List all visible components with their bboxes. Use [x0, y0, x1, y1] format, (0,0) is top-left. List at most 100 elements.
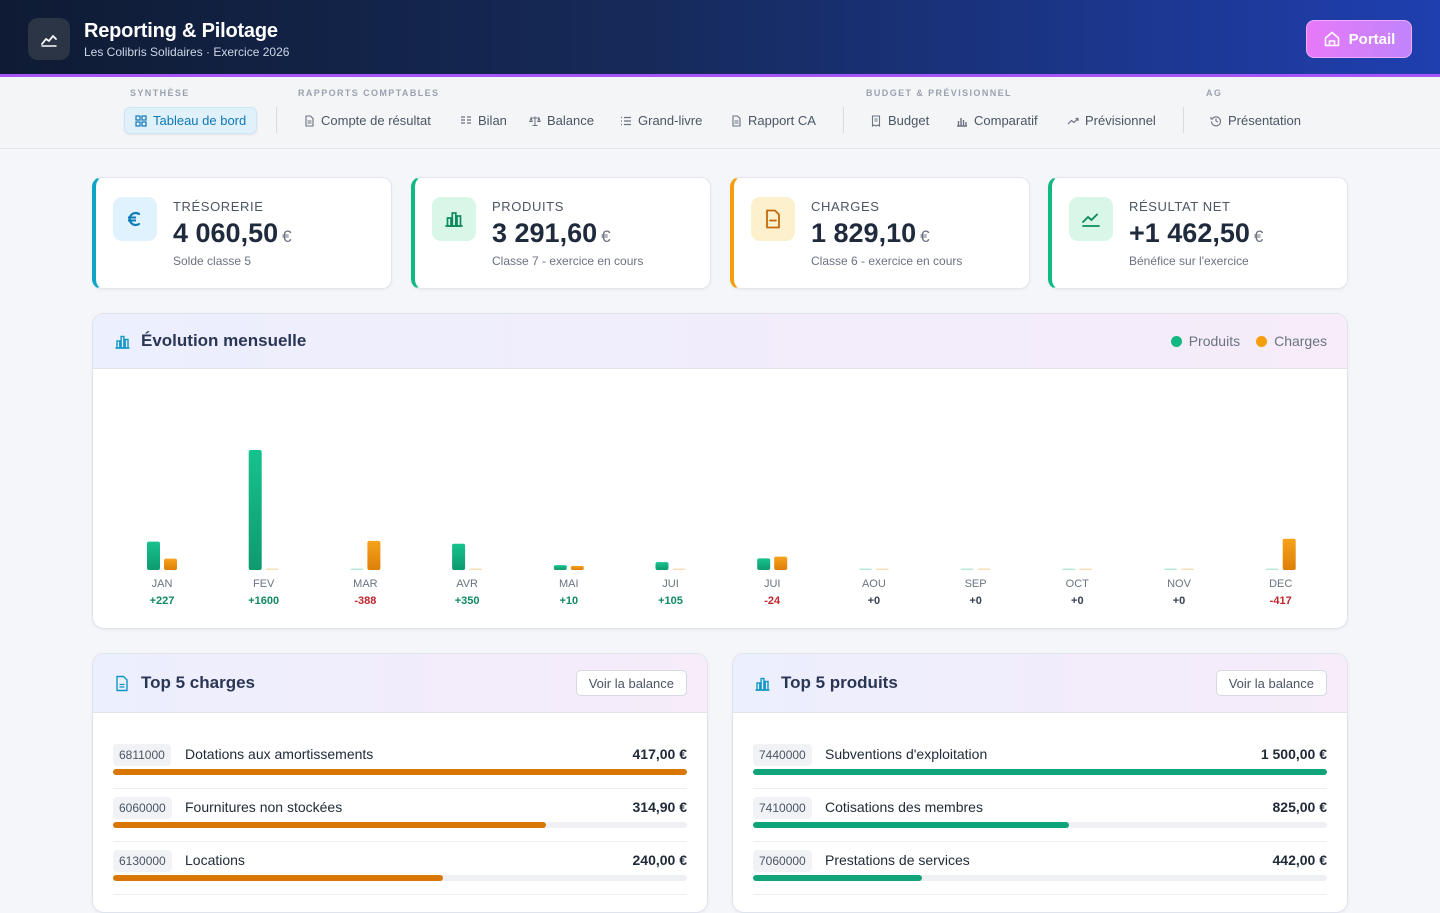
kpi-label: PRODUITS	[492, 199, 564, 214]
account-number: 6060000	[113, 797, 172, 819]
grid-icon	[135, 114, 147, 127]
account-label: Cotisations des membres	[825, 799, 983, 815]
bar-charges-oct[interactable]	[1079, 568, 1093, 571]
kpi-caption: Bénéfice sur l'exercice	[1129, 254, 1249, 268]
nav-group-synthese: SYNTHÈSE	[130, 88, 190, 98]
nav-label: Budget	[888, 113, 930, 128]
month-net-result: +0	[867, 595, 881, 607]
receipt-icon	[871, 114, 881, 127]
bar-charges-aou[interactable]	[875, 568, 889, 571]
bar-charges-fev[interactable]	[265, 568, 279, 571]
top-row[interactable]: 6130000 Locations 240,00 €	[113, 842, 687, 895]
month-name: AOU	[861, 578, 886, 590]
month-net-result: +105	[658, 595, 683, 607]
nav-tableau-de-bord[interactable]: Tableau de bord	[124, 107, 258, 134]
kpi-tresorerie: TRÉSORERIE 4 060,50 € Solde classe 5	[92, 177, 392, 289]
voir-balance-button[interactable]: Voir la balance	[575, 670, 687, 696]
nav-balance[interactable]: Balance	[523, 107, 600, 134]
kpi-charges: CHARGES 1 829,10 € Classe 6 - exercice en…	[730, 177, 1030, 289]
top-produits-panel: Top 5 produits Voir la balance 7440000 Su…	[732, 653, 1348, 913]
month-name: JUI	[662, 578, 679, 590]
month-label: AOU +0	[844, 578, 904, 607]
voir-balance-button[interactable]: Voir la balance	[1215, 670, 1327, 696]
nav-label: Rapport CA	[748, 113, 816, 128]
panel-title: Top 5 charges	[141, 673, 255, 692]
share-bar-track	[113, 769, 687, 775]
bar-produits-jui[interactable]	[655, 562, 669, 570]
month-net-result: +1600	[248, 595, 280, 607]
bar-produits-dec[interactable]	[1265, 568, 1279, 571]
month-net-result: +350	[454, 595, 480, 607]
panel-title: Top 5 produits	[781, 673, 898, 692]
bar-charges-jan[interactable]	[164, 558, 177, 570]
month-label: DEC -417	[1251, 578, 1311, 607]
bar-charges-mar[interactable]	[367, 540, 381, 570]
top-row[interactable]: 6060000 Fournitures non stockées 314,90 €	[113, 789, 687, 842]
bar-produits-oct[interactable]	[1062, 568, 1076, 571]
share-bar-track	[753, 822, 1327, 828]
account-amount: 314,90 €	[632, 799, 688, 815]
share-bar-fill	[113, 875, 444, 881]
kpi-resultat-net: RÉSULTAT NET +1 462,50 € Bénéfice sur l'e…	[1048, 177, 1348, 289]
euro-icon	[113, 197, 157, 241]
nav-label: Bilan	[478, 113, 507, 128]
bar-produits-avr[interactable]	[452, 543, 466, 570]
bar-produits-aou[interactable]	[858, 568, 872, 571]
share-bar-track	[753, 875, 1327, 881]
month-label: FEV +1600	[234, 578, 294, 607]
app-subtitle: Les Colibris Solidaires · Exercice 2026	[84, 45, 290, 59]
document-icon	[732, 114, 741, 127]
panel-header: Évolution mensuelle Produits Charges	[93, 314, 1347, 369]
bar-chart-icon	[432, 197, 476, 241]
bar-charges-jui[interactable]	[672, 568, 686, 571]
bar-produits-nov[interactable]	[1164, 568, 1177, 571]
kpi-produits: PRODUITS 3 291,60 € Classe 7 - exercice e…	[411, 177, 711, 289]
kpi-label: TRÉSORERIE	[173, 199, 264, 214]
share-bar-track	[113, 822, 687, 828]
bar-produits-mar[interactable]	[350, 568, 364, 571]
nav-previsionnel[interactable]: Prévisionnel	[1061, 107, 1162, 134]
month-name: MAR	[353, 578, 378, 590]
share-bar-fill	[753, 822, 1069, 828]
share-bar-fill	[753, 769, 1327, 775]
top-row[interactable]: 7440000 Subventions d'exploitation 1 500,0…	[753, 736, 1327, 789]
nav-divider	[276, 107, 277, 133]
chart-line-icon[interactable]	[28, 18, 70, 60]
month-name: DEC	[1269, 578, 1293, 590]
nav-rapport-ca[interactable]: Rapport CA	[724, 107, 822, 134]
nav-presentation[interactable]: Présentation	[1204, 107, 1307, 134]
month-name: OCT	[1065, 578, 1089, 590]
month-net-result: -417	[1269, 595, 1292, 607]
top-row[interactable]: 6811000 Dotations aux amortissements 417,0…	[113, 736, 687, 789]
kpi-value: +1 462,50 €	[1129, 218, 1264, 248]
account-number: 7060000	[753, 850, 812, 872]
top-row[interactable]: 7410000 Cotisations des membres 825,00 €	[753, 789, 1327, 842]
bar-charges-avr[interactable]	[469, 568, 483, 571]
bar-produits-fev[interactable]	[248, 450, 262, 570]
share-bar-track	[113, 875, 687, 881]
nav-budget[interactable]: Budget	[864, 107, 935, 134]
bar-charges-mai[interactable]	[570, 565, 584, 570]
portal-button[interactable]: Portail	[1306, 20, 1412, 58]
bar-charges-sep[interactable]	[977, 568, 991, 571]
bar-charges-jui[interactable]	[774, 556, 788, 570]
month-label: JUI -24	[742, 578, 802, 607]
nav-comparatif[interactable]: Comparatif	[950, 107, 1044, 134]
kpi-value: 4 060,50 €	[173, 218, 292, 248]
bar-charges-dec[interactable]	[1282, 538, 1296, 570]
account-label: Fournitures non stockées	[185, 799, 343, 815]
month-label: AVR +350	[437, 578, 497, 607]
bar-produits-mai[interactable]	[553, 565, 567, 570]
top-charges-panel: Top 5 charges Voir la balance 6811000 Dot…	[92, 653, 708, 913]
nav-bilan[interactable]: Bilan	[454, 107, 513, 134]
top-row[interactable]: 7060000 Prestations de services 442,00 €	[753, 842, 1327, 895]
bar-produits-sep[interactable]	[960, 568, 974, 571]
nav-grand-livre[interactable]: Grand-livre	[614, 107, 708, 134]
nav-compte-de-resultat[interactable]: Compte de résultat	[297, 107, 437, 134]
panel-header: Top 5 produits Voir la balance	[733, 654, 1347, 713]
portal-label: Portail	[1348, 30, 1396, 48]
month-label: MAI +10	[539, 578, 599, 607]
bar-charges-nov[interactable]	[1181, 568, 1194, 571]
bar-produits-jan[interactable]	[147, 541, 160, 570]
bar-produits-jui[interactable]	[757, 558, 771, 570]
